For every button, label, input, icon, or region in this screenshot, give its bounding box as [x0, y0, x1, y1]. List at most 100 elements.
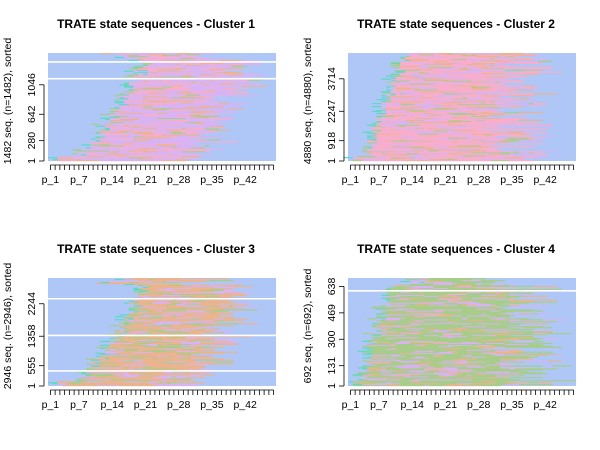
- sequence-cell: [419, 124, 430, 126]
- sequence-cell: [476, 284, 496, 287]
- sequence-cell: [367, 147, 373, 149]
- sequence-cell: [209, 123, 215, 125]
- sequence-cell: [500, 337, 510, 340]
- sequence-cell: [400, 291, 411, 293]
- sequence-cell: [200, 155, 215, 157]
- sequence-cell: [109, 117, 134, 119]
- sequence-cell: [509, 373, 529, 375]
- sequence-cell: [414, 95, 425, 97]
- sequence-cell: [381, 372, 392, 374]
- sequence-cell: [362, 149, 368, 151]
- sequence-cell: [405, 380, 411, 382]
- sequence-cell: [504, 76, 529, 78]
- sequence-cell: [152, 371, 168, 373]
- sequence-cell: [176, 351, 187, 353]
- sequence-cell: [204, 314, 220, 316]
- sequence-cell: [209, 313, 234, 315]
- sequence-cell: [95, 151, 111, 153]
- sequence-rows: [348, 278, 577, 387]
- sequence-cell: [176, 295, 182, 297]
- sequence-cell: [143, 288, 149, 290]
- sequence-cell: [204, 123, 210, 125]
- sequence-cell: [114, 118, 120, 120]
- sequence-cell: [438, 151, 458, 153]
- sequence-cell: [209, 130, 215, 132]
- sequence-cell: [462, 136, 477, 138]
- sequence-cell: [443, 93, 458, 95]
- sequence-cell: [185, 121, 201, 123]
- sequence-cell: [452, 323, 472, 325]
- sequence-cell: [500, 140, 520, 142]
- sequence-cell: [109, 150, 130, 152]
- sequence-cell: [152, 332, 177, 335]
- sequence-cell: [190, 128, 206, 130]
- sequence-cell: [166, 154, 172, 156]
- sequence-cell: [109, 141, 130, 143]
- sequence-cell: [390, 158, 406, 160]
- sequence-cell: [386, 98, 392, 100]
- sequence-cell: [419, 365, 444, 367]
- sequence-cell: [114, 99, 120, 101]
- sequence-cell: [409, 371, 425, 373]
- sequence-cell: [242, 64, 263, 66]
- sequence-cell: [100, 366, 125, 368]
- sequence-cell: [181, 87, 201, 89]
- sequence-cell: [152, 351, 177, 353]
- sequence-cell: [162, 124, 177, 126]
- sequence-cell: [438, 338, 453, 341]
- sequence-cell: [81, 373, 92, 375]
- sequence-cell: [143, 107, 163, 110]
- sequence-cell: [400, 361, 411, 363]
- sequence-cell: [528, 333, 548, 336]
- sequence-cell: [195, 337, 215, 340]
- sequence-cell: [419, 61, 430, 64]
- sequence-cell: [433, 68, 449, 70]
- sequence-cell: [495, 336, 520, 339]
- sequence-cell: [157, 68, 182, 70]
- sequence-cell: [504, 361, 525, 363]
- sequence-cell: [490, 111, 496, 114]
- sequence-cell: [405, 59, 411, 62]
- sequence-cell: [162, 58, 187, 61]
- sequence-cell: [428, 59, 449, 62]
- sequence-cell: [419, 300, 430, 302]
- sequence-cell: [386, 335, 401, 338]
- sequence-cell: [452, 129, 477, 131]
- sequence-cell: [395, 80, 411, 82]
- sequence-cell: [162, 372, 182, 374]
- sequence-cell: [438, 67, 449, 69]
- sequence-cell: [147, 120, 163, 122]
- sequence-cell: [214, 85, 220, 87]
- sequence-cell: [162, 120, 187, 122]
- sequence-cell: [386, 350, 392, 352]
- sequence-cell: [414, 315, 439, 317]
- sequence-cell: [490, 283, 506, 286]
- sequence-cell: [119, 120, 144, 122]
- sequence-cell: [481, 347, 496, 349]
- sequence-cell: [409, 140, 434, 142]
- sequence-cell: [433, 62, 458, 64]
- sequence-cell: [171, 371, 191, 373]
- sequence-cell: [114, 361, 134, 363]
- sequence-cell: [124, 381, 144, 383]
- sequence-cell: [504, 80, 525, 82]
- sequence-cell: [81, 160, 101, 162]
- sequence-cell: [204, 332, 225, 334]
- sequence-cell: [462, 373, 477, 375]
- sequence-cell: [481, 122, 487, 124]
- sequence-cell: [381, 328, 392, 330]
- sequence-cell: [357, 158, 368, 160]
- sequence-cell: [185, 361, 196, 363]
- sequence-cell: [86, 374, 92, 376]
- sequence-cell: [166, 128, 191, 130]
- sequence-cell: [367, 344, 387, 346]
- sequence-cell: [119, 371, 134, 373]
- sequence-cell: [166, 330, 191, 332]
- sequence-cell: [371, 332, 387, 335]
- sequence-cell: [471, 336, 482, 339]
- sequence-cell: [371, 346, 377, 348]
- sequence-cell: [485, 351, 506, 353]
- sequence-cell: [128, 126, 144, 128]
- sequence-cell: [223, 289, 234, 291]
- sequence-cell: [143, 156, 153, 158]
